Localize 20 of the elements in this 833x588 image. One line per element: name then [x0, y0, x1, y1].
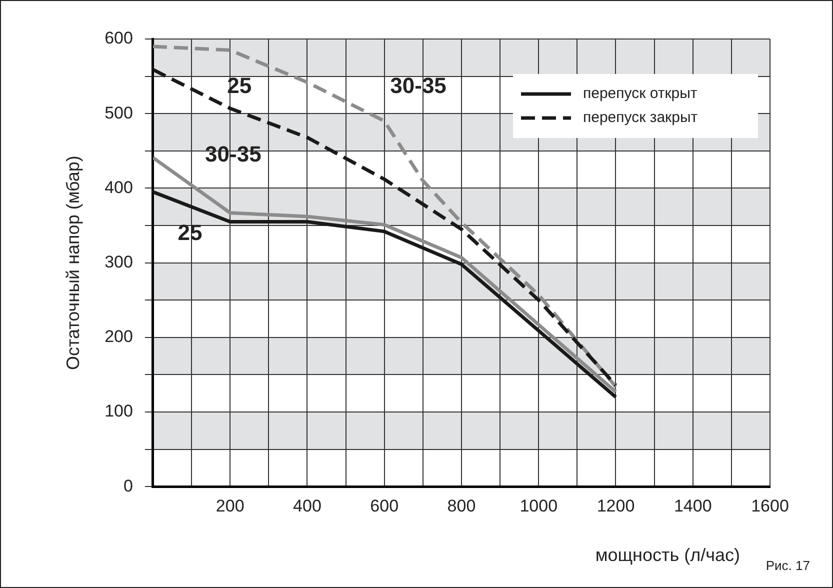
legend-label: перепуск открыт [583, 85, 698, 102]
y-tick-label: 100 [104, 402, 133, 421]
legend-label: перепуск закрыт [583, 109, 698, 126]
x-tick-label: 1600 [751, 496, 789, 516]
x-tick-label: 400 [293, 496, 322, 516]
text: Рис. 17 [766, 558, 810, 574]
y-tick-label: 300 [104, 252, 133, 272]
x-tick-label: 1400 [674, 496, 712, 516]
y-tick-label: 600 [104, 28, 133, 48]
x-tick-label: 200 [216, 496, 244, 516]
y-axis-title: Остаточный напор (мбар) [62, 156, 83, 370]
y-tick-label: 400 [104, 178, 133, 197]
x-tick-label: 600 [370, 496, 399, 516]
x-tick-label: 800 [447, 496, 476, 516]
y-tick-label: 200 [104, 327, 133, 346]
y-tick-label: 500 [104, 103, 133, 122]
x-axis-title: мощность (л/час) [595, 544, 740, 565]
x-tick-label: 1000 [520, 496, 558, 516]
x-tick-label: 1200 [596, 496, 635, 516]
y-tick-label: 0 [123, 476, 133, 496]
